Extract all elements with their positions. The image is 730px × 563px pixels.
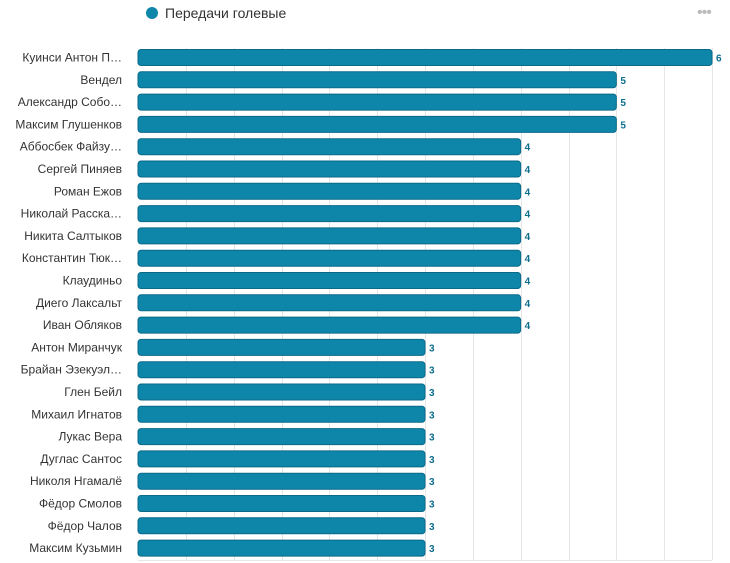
data-label: 3 <box>429 366 435 377</box>
bar[interactable] <box>137 93 617 111</box>
category-label: Клаудиньо <box>63 274 123 288</box>
legend[interactable]: Передачи голевые <box>146 2 286 24</box>
legend-marker <box>146 7 158 19</box>
category-label: Диего Лаксальт <box>36 296 123 310</box>
bar[interactable] <box>137 205 522 223</box>
data-label: 3 <box>429 544 435 555</box>
data-label: 3 <box>429 433 435 444</box>
bar[interactable] <box>137 138 522 156</box>
bar[interactable] <box>137 272 522 289</box>
bar[interactable] <box>137 495 426 512</box>
data-label: 3 <box>429 388 435 399</box>
data-label: 3 <box>429 477 435 488</box>
category-label: Дуглас Сантос <box>40 452 122 466</box>
category-label: Михаил Игнатов <box>31 407 122 421</box>
bar[interactable] <box>137 182 522 200</box>
data-label: 4 <box>525 277 531 288</box>
category-label: Лукас Вера <box>58 430 122 444</box>
bar[interactable] <box>137 338 426 356</box>
bar[interactable] <box>137 71 617 89</box>
bar[interactable] <box>137 160 522 178</box>
category-label: Николя Нгамалё <box>30 474 122 488</box>
bar[interactable] <box>137 249 522 267</box>
data-label: 4 <box>525 321 531 332</box>
bar[interactable] <box>137 115 617 133</box>
data-label: 4 <box>525 187 531 198</box>
category-label: Вендел <box>80 73 122 87</box>
category-label: Аббосбек Файзу… <box>20 140 122 154</box>
bar[interactable] <box>137 405 426 423</box>
bar[interactable] <box>137 294 522 312</box>
bar[interactable] <box>137 316 522 334</box>
data-label: 3 <box>429 500 435 511</box>
category-label: Фёдор Чалов <box>48 519 122 533</box>
category-label: Глен Бейл <box>64 385 122 399</box>
bar[interactable] <box>137 472 426 490</box>
data-label: 4 <box>525 254 531 265</box>
data-label: 5 <box>620 76 626 87</box>
bar[interactable] <box>137 428 426 446</box>
bar[interactable] <box>137 517 426 535</box>
category-label: Роман Ежов <box>54 184 122 198</box>
data-label: 4 <box>525 299 531 310</box>
category-label: Фёдор Смолов <box>39 497 122 511</box>
data-label: 6 <box>716 54 722 65</box>
bar[interactable] <box>137 361 426 379</box>
data-label: 3 <box>429 522 435 533</box>
category-label: Константин Тюк… <box>22 251 122 265</box>
category-label: Брайан Эзекуэл… <box>21 363 122 377</box>
data-label: 4 <box>525 232 531 243</box>
data-label: 5 <box>620 98 626 109</box>
data-label: 4 <box>525 165 531 176</box>
category-label: Александр Собо… <box>18 95 122 109</box>
category-label: Никита Салтыков <box>24 229 122 243</box>
bar[interactable] <box>137 49 713 66</box>
bar[interactable] <box>137 539 426 557</box>
bar[interactable] <box>137 227 522 245</box>
data-label: 4 <box>525 210 531 221</box>
category-label: Максим Кузьмин <box>29 541 122 555</box>
category-label: Куинси Антон П… <box>22 51 122 65</box>
legend-label: Передачи голевые <box>165 5 287 21</box>
data-label: 4 <box>525 143 531 154</box>
ellipsis-icon[interactable]: ••• <box>697 4 712 21</box>
category-label: Максим Глушенков <box>15 117 122 131</box>
bar[interactable] <box>137 383 426 401</box>
bar[interactable] <box>137 450 426 468</box>
category-label: Сергей Пиняев <box>38 162 122 176</box>
category-label: Николай Расска… <box>21 207 122 221</box>
category-label: Антон Миранчук <box>31 340 123 354</box>
data-label: 3 <box>429 343 435 354</box>
category-label: Иван Обляков <box>43 318 122 332</box>
data-label: 5 <box>620 120 626 131</box>
data-label: 3 <box>429 455 435 466</box>
data-label: 3 <box>429 410 435 421</box>
